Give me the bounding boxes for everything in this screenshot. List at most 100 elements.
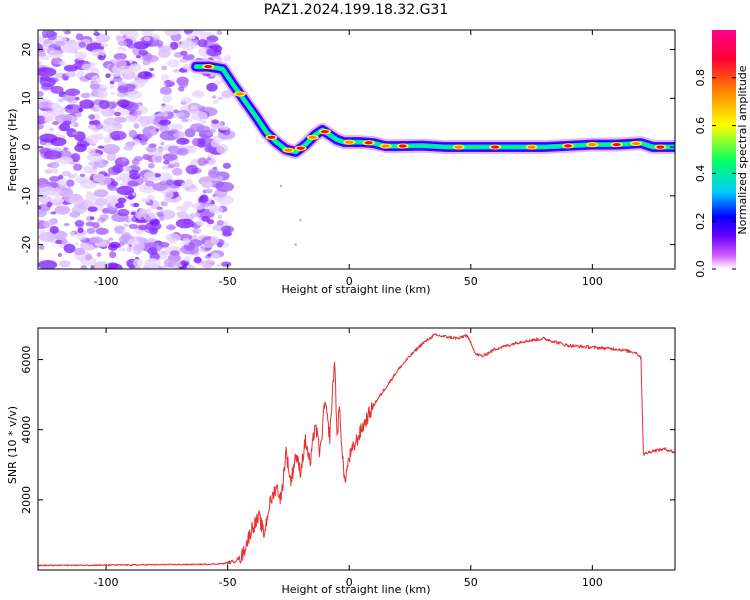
noise-speckle [41, 30, 55, 39]
noise-speckle [207, 170, 221, 178]
top-xtick-label: 0 [346, 275, 353, 288]
noise-speckle [93, 189, 109, 198]
noise-speckle [121, 47, 127, 52]
noise-speckle [117, 208, 130, 217]
noise-speckle [79, 173, 86, 177]
noise-speckle [38, 205, 42, 210]
noise-speckle [38, 50, 47, 57]
noise-speckle [160, 74, 169, 82]
top-x-axis: -100 -50 0 50 100 [94, 30, 603, 288]
noise-speckle [143, 71, 151, 77]
noise-speckle [122, 229, 127, 234]
noise-speckle [147, 163, 155, 169]
noise-speckle [44, 117, 50, 121]
ridge-hot-spot-core [398, 144, 407, 148]
noise-speckle [139, 139, 148, 146]
noise-speckle [39, 186, 56, 196]
noise-speckle [223, 55, 231, 62]
noise-speckle [156, 206, 163, 210]
noise-speckle [57, 118, 64, 124]
noise-speckle [147, 246, 158, 256]
ridge-hot-spot-core [632, 141, 641, 146]
noise-speckle [152, 182, 168, 191]
ridge-hot-spot-core [656, 145, 665, 149]
noise-speckle [172, 68, 181, 73]
noise-speckle [172, 266, 179, 269]
noise-speckle [162, 153, 178, 161]
noise-speckle [100, 107, 110, 117]
noise-speckle [140, 216, 145, 221]
noise-speckle [175, 218, 195, 229]
noise-speckle [42, 111, 57, 119]
noise-speckle [167, 59, 180, 68]
bottom-y-axis-label: SNR (10 * v/v) [6, 406, 19, 484]
noise-speckle [206, 82, 218, 92]
noise-speckle [117, 99, 130, 108]
noise-speckle [142, 263, 160, 269]
noise-speckle [149, 219, 159, 225]
noise-speckle [38, 60, 42, 67]
noise-speckle [50, 211, 57, 215]
noise-speckle [57, 98, 64, 103]
bottom-ytick-label: 2000 [20, 486, 33, 514]
noise-speckle [161, 165, 169, 170]
noise-speckle [158, 241, 170, 248]
noise-speckle [221, 261, 232, 267]
noise-speckle [217, 57, 223, 63]
ridge-hot-spot-core [204, 64, 213, 69]
noise-speckle [209, 205, 223, 214]
top-y-axis: -20 -10 0 10 20 [20, 43, 675, 254]
noise-speckle [136, 236, 144, 242]
noise-speckle [117, 40, 128, 47]
noise-speckle [155, 155, 163, 163]
frequency-ridge [189, 59, 675, 159]
noise-speckle [54, 205, 71, 215]
noise-speckle [116, 185, 135, 196]
noise-speckle [38, 245, 45, 250]
noise-speckle [141, 122, 148, 127]
noise-speckle [211, 95, 217, 99]
noise-speckle [113, 111, 122, 117]
noise-speckle [49, 127, 54, 131]
noise-speckle [162, 94, 172, 103]
noise-speckle [178, 86, 185, 92]
noise-speckle [185, 179, 193, 184]
noise-speckle [133, 156, 143, 162]
noise-speckle [165, 224, 176, 231]
colorbar-tick-label: 0.0 [694, 260, 707, 278]
ridge-hot-spot-core [235, 92, 244, 96]
noise-speckle [185, 164, 199, 175]
noise-speckle [43, 54, 50, 61]
noise-speckle [79, 179, 97, 189]
noise-speckle [219, 125, 229, 131]
noise-speckle [77, 227, 84, 234]
noise-speckle [133, 202, 140, 208]
noise-speckle [78, 107, 84, 113]
noise-speckle [133, 123, 140, 129]
noise-speckle [63, 147, 69, 151]
snr-series-line [38, 333, 675, 567]
noise-speckle [80, 265, 88, 269]
noise-speckle [220, 225, 235, 233]
ridge-hot-spot-core [364, 141, 373, 145]
noise-speckle [50, 85, 64, 94]
noise-speckle [187, 32, 195, 40]
noise-speckle [115, 35, 124, 41]
noise-speckle [78, 41, 87, 48]
noise-speckle [148, 143, 157, 148]
noise-speckle [115, 202, 125, 209]
noise-speckle [38, 112, 42, 116]
noise-speckle [199, 194, 209, 203]
spectrogram-frame [37, 29, 676, 270]
top-x-axis-label: Height of straight line (km) [281, 283, 430, 296]
noise-speckle [50, 197, 65, 205]
noise-speckle [68, 231, 76, 237]
noise-speckle [99, 87, 107, 92]
noise-speckle [74, 143, 87, 153]
noise-speckle [57, 252, 63, 258]
noise-speckle [160, 265, 167, 269]
noise-speckle [109, 251, 117, 259]
noise-speckle [87, 206, 98, 212]
ridge-hot-spot-core [527, 145, 536, 149]
noise-speckle [165, 250, 170, 255]
